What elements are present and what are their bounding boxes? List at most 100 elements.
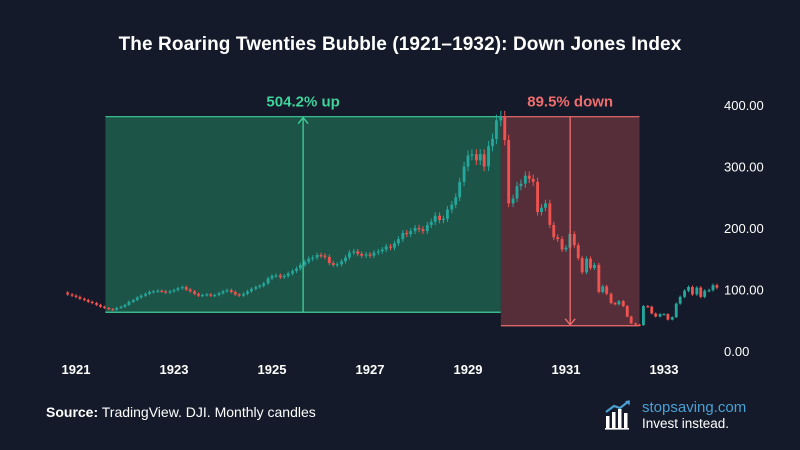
candle-body xyxy=(344,257,347,262)
candle-body xyxy=(217,293,221,296)
candle-body xyxy=(225,290,229,292)
candle-body xyxy=(352,251,356,253)
candle-body xyxy=(291,271,295,274)
candle-body xyxy=(376,251,380,253)
candle-body xyxy=(638,324,641,326)
x-axis: 1921 1923 1925 1927 1929 1931 1933 xyxy=(62,362,679,377)
candle-body xyxy=(703,290,707,297)
candle-body xyxy=(340,261,344,265)
candle-body xyxy=(315,255,319,258)
candle-body xyxy=(70,294,74,296)
candle-body xyxy=(144,293,148,296)
candle-body xyxy=(246,291,249,294)
candle-body xyxy=(474,154,478,161)
candle-body xyxy=(666,314,670,320)
candle-body xyxy=(409,231,413,235)
candle-body xyxy=(519,183,523,187)
candle-body xyxy=(99,304,102,307)
brand-tagline: Invest instead. xyxy=(642,416,730,431)
source-note: Source: TradingView. DJI. Monthly candle… xyxy=(46,404,316,420)
candle-body xyxy=(429,221,433,225)
candle-body xyxy=(556,237,560,240)
y-tick-label: 0.00 xyxy=(724,344,749,359)
chart-title: The Roaring Twenties Bubble (1921–1932):… xyxy=(118,34,682,55)
x-tick-label: 1929 xyxy=(454,362,483,377)
candle-body xyxy=(629,316,633,324)
candle-body xyxy=(585,258,589,273)
candle-body xyxy=(66,292,70,295)
rise-label: 504.2% up xyxy=(266,94,339,111)
candle-body xyxy=(609,293,613,304)
candle-body xyxy=(617,301,621,305)
candle-body xyxy=(205,294,209,296)
candle-body xyxy=(401,232,405,240)
candle-body xyxy=(654,313,658,317)
zones-layer xyxy=(105,116,640,327)
candle-body xyxy=(462,166,466,182)
candle-body xyxy=(433,215,437,222)
candle-body xyxy=(499,116,503,121)
candle-body xyxy=(646,306,650,308)
candle-body xyxy=(360,253,364,256)
annotations-layer: 504.2% up 89.5% down xyxy=(266,94,613,326)
candle-body xyxy=(560,239,564,250)
candle-body xyxy=(531,178,535,182)
candle-body xyxy=(417,228,421,230)
candle-body xyxy=(347,252,351,258)
candle-body xyxy=(662,314,666,316)
x-tick-label: 1933 xyxy=(650,362,679,377)
candle-body xyxy=(487,146,491,167)
candle-body xyxy=(445,209,449,219)
candle-body xyxy=(491,138,494,147)
candle-body xyxy=(151,291,155,293)
x-tick-label: 1923 xyxy=(160,362,189,377)
candle-body xyxy=(90,301,94,304)
candle-body xyxy=(176,288,180,291)
candle-body xyxy=(274,275,278,277)
candle-body xyxy=(262,283,266,286)
candle-body xyxy=(613,303,617,305)
source-label: Source: xyxy=(46,404,99,420)
candle-body xyxy=(641,306,645,326)
candle-body xyxy=(229,290,233,292)
candle-body xyxy=(160,290,164,292)
candle-body xyxy=(139,295,143,298)
candle-body xyxy=(564,247,568,250)
candle-body xyxy=(543,203,547,208)
candle-body xyxy=(625,306,629,317)
candle-body xyxy=(319,255,323,257)
candle-body xyxy=(605,286,609,294)
brand-block: stopsaving.com Invest instead. xyxy=(604,399,794,433)
candle-body xyxy=(221,291,225,294)
candle-body xyxy=(298,264,302,269)
candle-body xyxy=(286,273,290,276)
candle-body xyxy=(372,252,376,256)
candle-body xyxy=(396,239,400,244)
candle-body xyxy=(572,234,576,246)
candle-body xyxy=(540,207,543,213)
candle-body xyxy=(74,295,78,297)
candle-body xyxy=(425,224,429,232)
candle-body xyxy=(131,299,135,302)
y-tick-label: 300.00 xyxy=(724,160,764,175)
y-axis: 400.00 300.00 200.00 100.00 0.00 xyxy=(724,98,764,359)
candle-body xyxy=(119,306,123,308)
candle-body xyxy=(466,155,470,167)
candle-body xyxy=(699,287,703,297)
candle-body xyxy=(670,317,674,320)
candle-body xyxy=(278,275,282,278)
candle-body xyxy=(621,301,625,307)
brand-name: stopsaving.com xyxy=(642,399,747,416)
candle-body xyxy=(266,278,270,284)
x-tick-label: 1927 xyxy=(356,362,385,377)
candle-body xyxy=(580,258,584,273)
candle-body xyxy=(111,309,115,311)
candle-body xyxy=(711,285,715,291)
candle-body xyxy=(552,224,556,238)
x-tick-label: 1931 xyxy=(552,362,581,377)
candle-body xyxy=(536,181,540,213)
candle-body xyxy=(82,298,86,300)
fall-arrow-head xyxy=(564,318,576,326)
candle-body xyxy=(156,290,160,292)
